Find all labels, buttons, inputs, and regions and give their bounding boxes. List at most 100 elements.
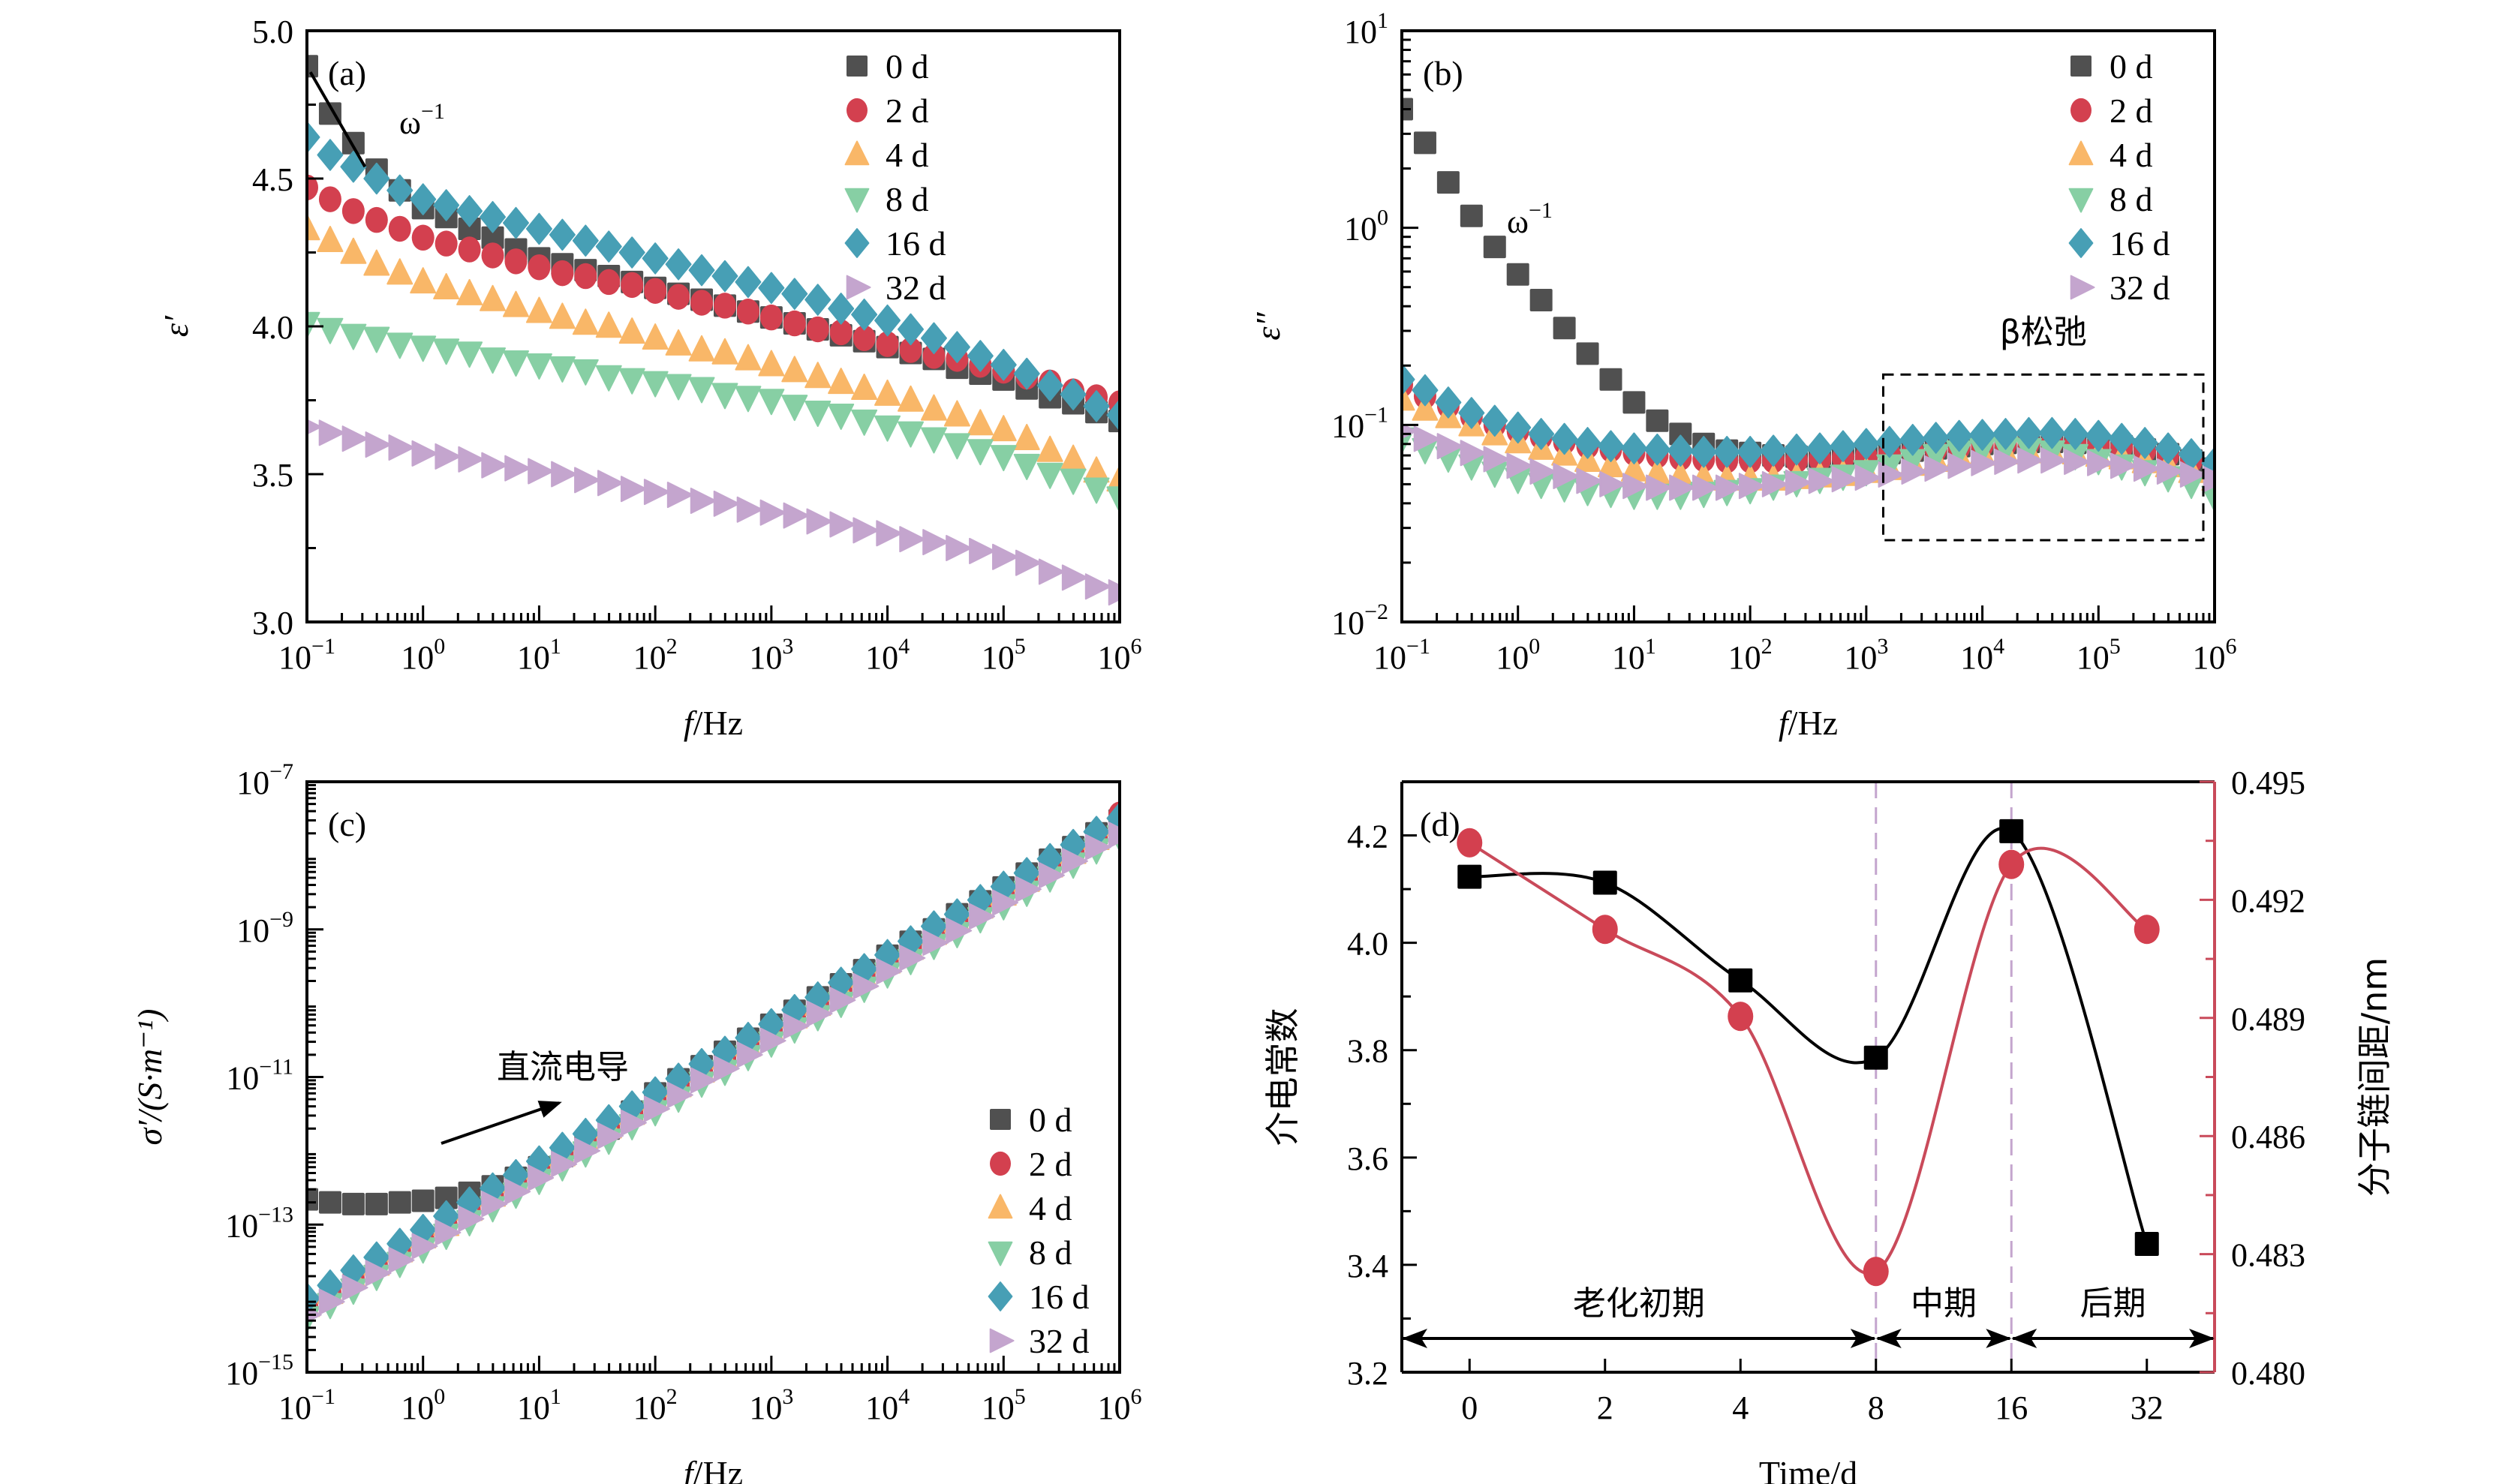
- data-point: [551, 260, 574, 287]
- data-point: [1015, 876, 1042, 903]
- data-point: [690, 1067, 717, 1094]
- data-point: [990, 415, 1017, 442]
- data-point: [528, 458, 555, 485]
- data-point: [410, 335, 437, 362]
- panel-label: (a): [328, 54, 366, 92]
- data-point: [1505, 411, 1532, 444]
- data-point: [2085, 419, 2112, 452]
- data-point: [666, 482, 693, 509]
- legend-label: 8 d: [2110, 180, 2153, 218]
- data-point: [1876, 425, 1903, 458]
- data-point: [574, 467, 601, 494]
- data-point: [990, 348, 1017, 381]
- data-point: [899, 337, 922, 363]
- data-point: [644, 278, 667, 304]
- legend-label: 32 d: [2110, 269, 2170, 307]
- data-point: [666, 1082, 693, 1109]
- data-point: [853, 517, 880, 544]
- data-point: [480, 284, 507, 311]
- data-point: [2108, 422, 2135, 455]
- data-point: [386, 332, 413, 359]
- legend-marker-circle: [990, 1151, 1011, 1176]
- data-point: [2201, 485, 2215, 512]
- data-point: [620, 1109, 647, 1136]
- data-point: [1946, 419, 1973, 452]
- data-point: [759, 304, 783, 331]
- data-point: [828, 293, 855, 325]
- x-tick-label: 106: [1098, 634, 1142, 676]
- plot-area: [307, 801, 1120, 1332]
- data-point: [1402, 363, 1415, 396]
- y-tick-label: 4.2: [1347, 819, 1388, 855]
- legend-marker-square: [990, 1109, 1011, 1130]
- data-point: [1646, 409, 1669, 432]
- data-point: [528, 1164, 555, 1191]
- legend-item: 32 d: [2070, 269, 2170, 307]
- data-point: [595, 365, 622, 392]
- data-point: [433, 189, 460, 221]
- data-point: [688, 377, 715, 404]
- data-point: [1620, 432, 1647, 464]
- y-tick-label: 10−13: [225, 1202, 293, 1244]
- stage-label: 后期: [2080, 1284, 2146, 1323]
- data-point: [1785, 469, 1812, 496]
- x-tick-label: 2: [1597, 1389, 1613, 1426]
- data-point: [711, 260, 738, 293]
- plot-frame: [305, 780, 1121, 1374]
- legend-item: 2 d: [2070, 92, 2153, 130]
- panel-label: (d): [1420, 805, 1460, 843]
- data-point: [1436, 171, 1460, 194]
- x-tick-label: 102: [633, 634, 678, 676]
- y-tick-label: 101: [1344, 8, 1388, 50]
- data-point: [713, 1055, 740, 1082]
- dc-conduction-arrow: [441, 1101, 562, 1145]
- y-tick-label: 3.2: [1347, 1355, 1388, 1392]
- legend-label: 0 d: [2110, 47, 2153, 86]
- y-axis-title: σ′/(S·m⁻¹): [131, 1009, 169, 1146]
- data-point: [783, 502, 810, 529]
- data-point: [1713, 435, 1740, 468]
- data-point: [1999, 819, 2024, 843]
- data-point: [804, 401, 831, 428]
- legend-label: 32 d: [1029, 1322, 1090, 1360]
- data-point: [1969, 419, 1996, 451]
- data-point: [920, 427, 947, 454]
- legend-marker-triangle-down: [2068, 188, 2094, 213]
- data-point: [1529, 288, 1553, 311]
- legend-label: 2 d: [2110, 92, 2153, 130]
- data-point: [1038, 558, 1065, 585]
- data-point: [365, 1260, 392, 1287]
- data-point: [597, 269, 621, 296]
- data-point: [1646, 474, 1673, 501]
- x-tick-label: 106: [2193, 634, 2237, 676]
- data-point: [1061, 564, 1088, 591]
- legend-item: 8 d: [2068, 180, 2153, 218]
- data-point: [1728, 1002, 1754, 1032]
- legend-label: 8 d: [1029, 1233, 1072, 1272]
- data-point: [992, 889, 1019, 916]
- legend-marker-triangle-up: [844, 140, 870, 166]
- plot-area: [307, 55, 1120, 606]
- legend-marker-circle: [847, 98, 868, 123]
- y-axis-title: ε′: [157, 315, 195, 337]
- data-point: [307, 311, 320, 338]
- x-tick-label: 32: [2131, 1389, 2164, 1426]
- y-axis-title: ε″: [1249, 312, 1287, 341]
- data-point: [804, 284, 831, 316]
- data-point: [386, 258, 413, 285]
- data-point: [363, 249, 390, 276]
- data-point: [922, 930, 949, 957]
- data-point: [481, 226, 504, 249]
- data-point: [688, 254, 715, 287]
- y-tick-label: 3.8: [1347, 1033, 1388, 1070]
- legend-label: 0 d: [1029, 1101, 1072, 1139]
- data-point: [1783, 433, 1810, 466]
- x-tick-label: 104: [1960, 634, 2004, 676]
- legend-label: 4 d: [2110, 136, 2153, 174]
- data-point: [549, 218, 576, 251]
- data-point: [1481, 404, 1508, 437]
- data-point: [618, 317, 645, 344]
- data-point: [1643, 433, 1670, 466]
- data-point: [525, 353, 552, 380]
- data-point: [898, 385, 925, 412]
